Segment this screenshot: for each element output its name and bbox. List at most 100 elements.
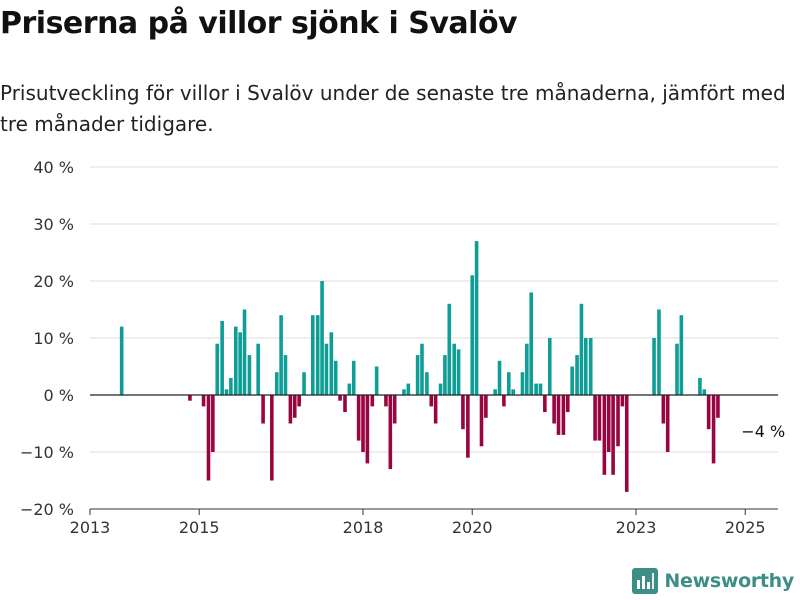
bar-positive [415, 355, 420, 395]
bar-positive [470, 275, 475, 395]
bar-positive [547, 338, 552, 395]
bar-positive [256, 343, 260, 395]
bar-positive [675, 343, 679, 395]
bar-positive [443, 355, 447, 395]
x-tick-label: 2020 [452, 518, 493, 537]
bar-positive [347, 383, 352, 395]
bar-positive [220, 320, 224, 395]
bar-positive [520, 372, 525, 395]
bar-positive [447, 303, 452, 395]
last-value-label: −4 % [741, 422, 785, 441]
bar-positive [283, 355, 288, 395]
bar-negative [365, 395, 370, 464]
bar-positive [274, 372, 279, 395]
bar-positive [333, 360, 338, 395]
bar-negative [206, 395, 211, 481]
bar-negative [356, 395, 361, 441]
bar-positive [247, 355, 252, 395]
bar-positive [456, 349, 461, 395]
bar-negative [661, 395, 666, 424]
bar-negative [624, 395, 629, 492]
bar-positive [224, 389, 229, 395]
bar-positive [315, 315, 320, 395]
bars [119, 241, 720, 492]
bar-positive [119, 326, 124, 395]
bar-negative [211, 395, 215, 452]
bar-positive [497, 360, 502, 395]
bar-positive [534, 383, 538, 395]
bar-negative [597, 395, 602, 441]
bar-negative [433, 395, 438, 424]
bar-positive [493, 389, 497, 395]
bar-negative [706, 395, 711, 430]
brand-logo[interactable]: Newsworthy [632, 568, 794, 594]
x-axis-ticks: 2013 2015 2018 2020 2023 2025 [70, 508, 778, 537]
bar-negative [288, 395, 293, 424]
bar-positive [438, 383, 443, 395]
bar-negative [388, 395, 393, 470]
x-tick-label: 2018 [343, 518, 384, 537]
bar-positive [579, 303, 584, 395]
bar-negative [270, 395, 274, 481]
bar-negative [261, 395, 265, 424]
chart-subtitle: Prisutveckling för villor i Svalöv under… [0, 81, 786, 136]
bar-positive [279, 315, 283, 395]
bar-negative [484, 395, 488, 418]
bar-positive [238, 332, 242, 395]
bar-positive [374, 366, 379, 395]
y-tick-label: 0 % [44, 386, 74, 405]
bar-negative [611, 395, 615, 475]
brand-name: Newsworthy [664, 570, 794, 592]
bar-positive [324, 343, 329, 395]
bar-positive [575, 355, 579, 395]
bar-negative [561, 395, 566, 435]
bar-negative [343, 395, 347, 413]
annotations: −4 % [741, 422, 785, 441]
bar-positive [215, 343, 220, 395]
bar-positive [652, 338, 656, 395]
bar-positive [351, 360, 356, 395]
bar-negative [616, 395, 620, 447]
bar-positive [679, 315, 684, 395]
bar-positive [406, 383, 411, 395]
bar-positive [538, 383, 543, 395]
bar-negative [502, 395, 506, 407]
x-tick-label: 2015 [179, 518, 220, 537]
bar-negative [606, 395, 611, 452]
bar-negative [188, 395, 192, 401]
bar-positive [242, 309, 247, 395]
bar-negative [593, 395, 597, 441]
bar-positive [474, 241, 479, 395]
bar-negative [292, 395, 297, 418]
bar-negative [201, 395, 206, 407]
bar-positive [525, 343, 529, 395]
bar-negative [543, 395, 547, 413]
bar-chart-logo-icon [632, 568, 659, 594]
bar-positive [302, 372, 306, 395]
y-tick-label: −10 % [20, 443, 74, 462]
bar-negative [565, 395, 570, 413]
bar-negative [602, 395, 607, 475]
bar-positive [657, 309, 661, 395]
bar-positive [402, 389, 406, 395]
bar-negative [361, 395, 365, 452]
bar-negative [552, 395, 556, 424]
x-tick-label: 2025 [725, 518, 766, 537]
y-tick-label: 30 % [33, 215, 74, 234]
bar-positive [507, 372, 511, 395]
bar-positive [420, 343, 424, 395]
chart-title: Priserna på villor sjönk i Svalöv [0, 6, 518, 41]
bar-positive [698, 377, 702, 395]
bar-negative [620, 395, 625, 407]
bar-negative [370, 395, 375, 407]
bar-negative [384, 395, 388, 407]
x-tick-label: 2013 [70, 518, 111, 537]
bar-positive [329, 332, 334, 395]
bar-positive [310, 315, 315, 395]
bar-positive [452, 343, 457, 395]
bar-positive [425, 372, 429, 395]
bar-negative [392, 395, 397, 424]
bar-negative [556, 395, 561, 435]
bar-negative [711, 395, 716, 464]
